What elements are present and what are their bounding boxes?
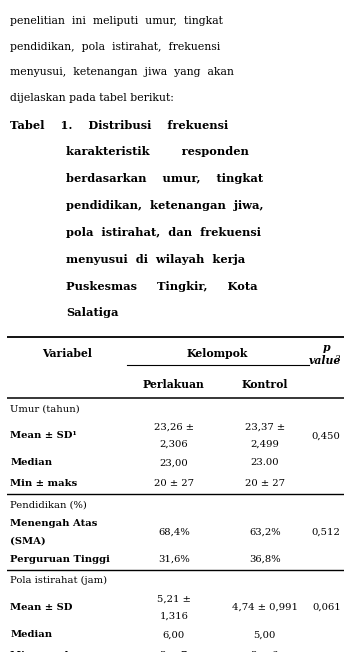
Text: pola  istirahat,  dan  frekuensi: pola istirahat, dan frekuensi bbox=[66, 227, 261, 238]
Text: value: value bbox=[309, 355, 341, 366]
Text: Menengah Atas: Menengah Atas bbox=[11, 519, 98, 528]
Text: 3 ± 7: 3 ± 7 bbox=[160, 651, 187, 652]
Text: 23,37 ±: 23,37 ± bbox=[245, 422, 285, 432]
Text: Variabel: Variabel bbox=[42, 348, 92, 359]
Text: dijelaskan pada tabel berikut:: dijelaskan pada tabel berikut: bbox=[11, 93, 174, 103]
Text: 20 ± 27: 20 ± 27 bbox=[245, 479, 285, 488]
Text: 0,061: 0,061 bbox=[312, 603, 341, 612]
Text: 4,74 ± 0,991: 4,74 ± 0,991 bbox=[232, 603, 298, 612]
Text: Umur (tahun): Umur (tahun) bbox=[11, 404, 80, 413]
Text: 31,6%: 31,6% bbox=[158, 555, 190, 564]
Text: 1,316: 1,316 bbox=[159, 612, 188, 621]
Text: pendidikan,  ketenangan  jiwa,: pendidikan, ketenangan jiwa, bbox=[66, 200, 264, 211]
Text: 23,26 ±: 23,26 ± bbox=[154, 422, 194, 432]
Text: p: p bbox=[323, 342, 330, 353]
Text: menyusui,  ketenangan  jiwa  yang  akan: menyusui, ketenangan jiwa yang akan bbox=[11, 67, 234, 77]
Text: menyusui  di  wilayah  kerja: menyusui di wilayah kerja bbox=[66, 254, 245, 265]
Text: 20 ± 27: 20 ± 27 bbox=[154, 479, 194, 488]
Text: 23,00: 23,00 bbox=[159, 458, 188, 467]
Text: 36,8%: 36,8% bbox=[249, 555, 280, 564]
Text: Perguruan Tinggi: Perguruan Tinggi bbox=[11, 555, 110, 564]
Text: Median: Median bbox=[11, 458, 53, 467]
Text: pendidikan,  pola  istirahat,  frekuensi: pendidikan, pola istirahat, frekuensi bbox=[11, 42, 221, 52]
Text: 2,499: 2,499 bbox=[250, 440, 279, 449]
Text: Salatiga: Salatiga bbox=[66, 308, 119, 318]
Text: 2,306: 2,306 bbox=[159, 440, 188, 449]
Text: Pola istirahat (jam): Pola istirahat (jam) bbox=[11, 576, 107, 585]
Text: Kelompok: Kelompok bbox=[187, 348, 248, 359]
Text: 63,2%: 63,2% bbox=[249, 527, 280, 537]
Text: 6,00: 6,00 bbox=[163, 630, 185, 639]
Text: Median: Median bbox=[11, 630, 53, 639]
Text: Puskesmas     Tingkir,     Kota: Puskesmas Tingkir, Kota bbox=[66, 280, 258, 291]
Text: 68,4%: 68,4% bbox=[158, 527, 190, 537]
Text: Min ± maks: Min ± maks bbox=[11, 479, 78, 488]
Text: Perlakuan: Perlakuan bbox=[143, 379, 205, 390]
Text: (SMA): (SMA) bbox=[11, 537, 46, 545]
Text: berdasarkan    umur,    tingkat: berdasarkan umur, tingkat bbox=[66, 173, 263, 185]
Text: Mean ± SD¹: Mean ± SD¹ bbox=[11, 431, 77, 440]
Text: 0,512: 0,512 bbox=[312, 527, 341, 537]
Text: Kontrol: Kontrol bbox=[241, 379, 288, 390]
Text: 3 ± 6: 3 ± 6 bbox=[251, 651, 278, 652]
Text: karakteristik        responden: karakteristik responden bbox=[66, 147, 249, 157]
Text: 5,00: 5,00 bbox=[254, 630, 276, 639]
Text: 5,21 ±: 5,21 ± bbox=[157, 595, 191, 604]
Text: 23.00: 23.00 bbox=[251, 458, 279, 467]
Text: Tabel    1.    Distribusi    frekuensi: Tabel 1. Distribusi frekuensi bbox=[11, 119, 229, 130]
Text: Min ± maks: Min ± maks bbox=[11, 651, 78, 652]
Text: penelitian  ini  meliputi  umur,  tingkat: penelitian ini meliputi umur, tingkat bbox=[11, 16, 223, 26]
Text: Pendidikan (%): Pendidikan (%) bbox=[11, 501, 87, 509]
Text: 0,450: 0,450 bbox=[312, 431, 341, 440]
Text: Mean ± SD: Mean ± SD bbox=[11, 603, 73, 612]
Text: 3: 3 bbox=[335, 355, 340, 364]
